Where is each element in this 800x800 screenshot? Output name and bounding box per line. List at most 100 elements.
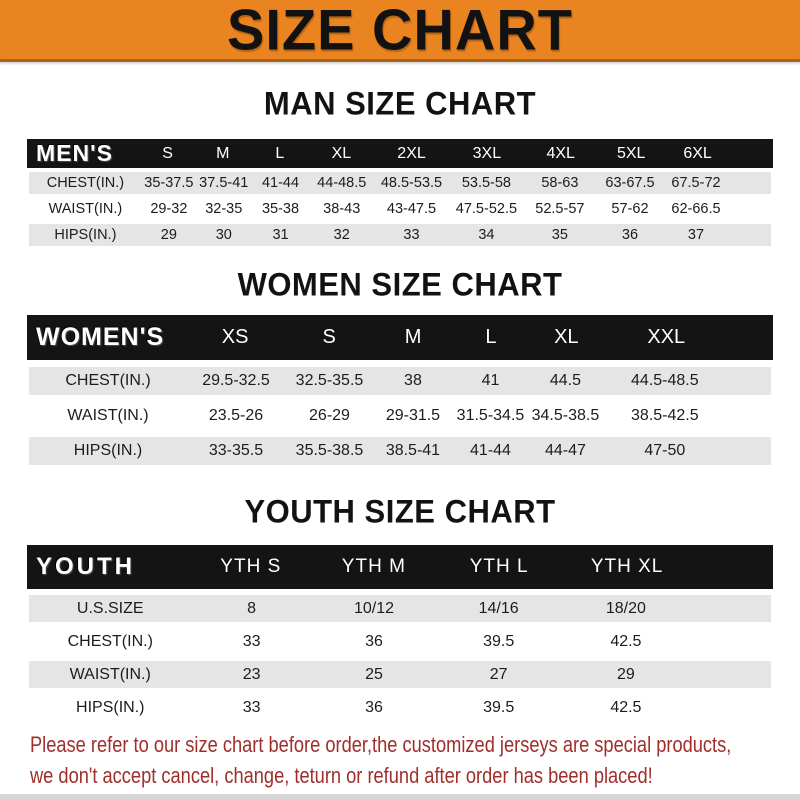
size-value: 41 [481, 372, 500, 389]
table-row: CHEST(IN.) 35-37.5 37.5-41 41-44 44-48.5 48.5… [29, 172, 771, 194]
column-header: 2XL [397, 144, 426, 162]
row-label: HIPS(IN.) [73, 442, 143, 459]
size-value: 39.5 [483, 698, 515, 716]
size-value: 38-43 [323, 201, 361, 217]
size-value: 33 [242, 632, 261, 650]
size-value: 43-47.5 [386, 201, 437, 217]
size-value: 47-50 [644, 442, 686, 459]
size-value: 32.5-35.5 [295, 372, 364, 389]
size-value: 26-29 [309, 407, 350, 424]
man-section-heading: MAN SIZE CHART [263, 85, 537, 122]
order-policy-line-2: we don't accept cancel, change, teturn o… [30, 763, 653, 788]
size-value: 39.5 [483, 632, 515, 650]
table-row: CHEST(IN.) 29.5-32.5 32.5-35.5 38 41 44.5 44.5… [29, 367, 771, 395]
size-value: 36 [365, 698, 383, 716]
women-size-chart-section: WOMEN SIZE CHART WOMEN'S XS S M L XL XXL CHEST(… [0, 267, 800, 465]
size-value: 14/16 [478, 599, 519, 617]
table-title: MEN'S [36, 140, 113, 166]
size-value: 34.5-38.5 [531, 407, 600, 424]
size-value: 44-48.5 [317, 175, 367, 191]
size-value: 53.5-58 [461, 175, 511, 191]
row-label: CHEST(IN.) [65, 372, 151, 389]
column-header: 3XL [472, 144, 502, 162]
column-header: YTH L [469, 556, 529, 577]
size-value: 32-35 [205, 201, 243, 217]
order-policy-note: Please refer to our size chart before or… [30, 729, 800, 791]
table-header-bar: MEN'S S M L XL 2XL 3XL 4XL 5XL 6XL [27, 139, 773, 168]
mens-size-table: MEN'S S M L XL 2XL 3XL 4XL 5XL 6XL CHEST(IN.) 35-37… [27, 139, 773, 246]
column-header: L [275, 144, 285, 162]
size-value: 23 [242, 665, 261, 683]
order-policy-line-1: Please refer to our size chart before or… [30, 732, 732, 757]
size-value: 38 [404, 372, 422, 389]
size-value: 58-63 [541, 175, 579, 191]
table-row: WAIST(IN.) 29-32 32-35 35-38 38-43 43-47.5 47.… [29, 198, 771, 220]
table-row: HIPS(IN.) 33 36 39.5 42.5 [29, 694, 771, 721]
size-value: 29-31.5 [385, 407, 441, 424]
table-title: WOMEN'S [36, 323, 165, 351]
size-chart-banner: SIZE CHART [0, 0, 800, 62]
column-header: YTH XL [590, 556, 664, 577]
size-value: 35 [551, 227, 568, 243]
size-value: 18/20 [605, 599, 646, 617]
bottom-edge-strip [0, 794, 800, 800]
size-value: 10/12 [353, 599, 395, 617]
youth-section-heading: YOUTH SIZE CHART [244, 493, 556, 530]
row-label: HIPS(IN.) [54, 227, 117, 243]
size-value: 37.5-41 [199, 175, 249, 191]
row-label: WAIST(IN.) [67, 407, 149, 424]
size-value: 29.5-32.5 [202, 372, 270, 389]
size-value: 44.5-48.5 [631, 372, 699, 389]
size-value: 31.5-34.5 [456, 407, 525, 424]
table-header-bar: YOUTH YTH S YTH M YTH L YTH XL [27, 545, 773, 589]
column-header: 4XL [546, 144, 575, 162]
size-value: 44.5 [549, 372, 581, 389]
size-value: 29 [160, 227, 177, 243]
size-value: 31 [272, 227, 289, 243]
size-value: 42.5 [610, 632, 642, 650]
column-header: XS [221, 326, 249, 348]
column-header: L [485, 326, 497, 348]
table-row: HIPS(IN.) 33-35.5 35.5-38.5 38.5-41 41-44 44-… [29, 437, 771, 465]
size-value: 37 [687, 227, 705, 243]
size-value: 8 [247, 599, 257, 617]
size-value: 32 [333, 227, 350, 243]
youth-size-chart-section: YOUTH SIZE CHART YOUTH YTH S YTH M YTH L YTH… [0, 493, 800, 721]
size-value: 47.5-52.5 [455, 201, 518, 217]
size-value: 48.5-53.5 [380, 175, 443, 191]
size-value: 62-66.5 [671, 201, 721, 217]
size-value: 33 [242, 698, 261, 716]
row-label: WAIST(IN.) [69, 665, 151, 683]
table-body: CHEST(IN.) 35-37.5 37.5-41 41-44 44-48.5 48.5… [27, 172, 773, 246]
size-value: 36 [621, 227, 639, 243]
size-value: 38.5-42.5 [631, 407, 699, 424]
size-value: 41-44 [261, 175, 300, 191]
size-value: 29-32 [150, 201, 188, 217]
size-value: 25 [365, 665, 383, 683]
size-value: 36 [365, 632, 383, 650]
table-row: HIPS(IN.) 29 30 31 32 33 34 35 36 37 [29, 224, 771, 246]
size-value: 44-47 [544, 442, 586, 459]
table-row: CHEST(IN.) 33 36 39.5 42.5 [29, 628, 771, 655]
size-value: 41-44 [470, 442, 511, 459]
column-header: M [216, 144, 230, 162]
size-value: 42.5 [610, 698, 642, 716]
table-body: U.S.SIZE 8 10/12 14/16 18/20 CHEST(IN.) 33 36 39… [27, 595, 773, 721]
size-value: 35.5-38.5 [295, 442, 364, 459]
size-value: 67.5-72 [671, 175, 721, 191]
column-header: S [322, 326, 336, 348]
table-row: WAIST(IN.) 23 25 27 29 [29, 661, 771, 688]
column-header: XXL [647, 326, 686, 348]
column-header: YTH M [341, 556, 406, 577]
row-label: WAIST(IN.) [48, 201, 123, 217]
banner-title: SIZE CHART [227, 0, 573, 62]
column-header: 5XL [616, 144, 646, 162]
size-value: 57-62 [611, 201, 649, 217]
table-row: WAIST(IN.) 23.5-26 26-29 29-31.5 31.5-34.5 34… [29, 402, 771, 430]
size-value: 33 [403, 227, 420, 243]
row-label: HIPS(IN.) [76, 698, 145, 716]
size-value: 29 [616, 665, 635, 683]
womens-size-table: WOMEN'S XS S M L XL XXL CHEST(IN.) 29.5-32.5 32.5… [27, 315, 773, 465]
column-header: 6XL [683, 144, 712, 162]
man-size-chart-section: MAN SIZE CHART MEN'S S M L XL 2XL 3XL 4XL 5XL 6XL… [0, 85, 800, 246]
